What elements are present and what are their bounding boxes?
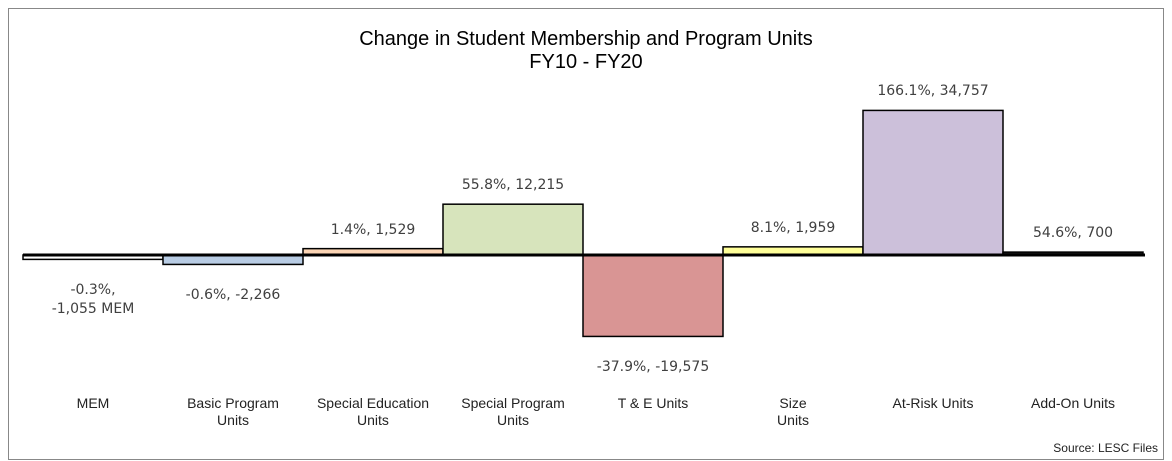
chart-frame <box>8 8 1164 460</box>
chart-subtitle: FY10 - FY20 <box>529 51 643 73</box>
x-tick-label: Add-On Units <box>1030 395 1116 411</box>
chart-title: Change in Student Membership and Program… <box>359 28 813 50</box>
x-tick-label: Special Education Units <box>316 395 430 428</box>
data-label: 8.1%, 1,959 <box>750 219 836 236</box>
data-label: 1.4%, 1,529 <box>330 221 416 238</box>
data-label: -0.6%, -2,266 <box>185 287 281 304</box>
data-label: 55.8%, 12,215 <box>461 177 565 194</box>
data-label: -0.3%, -1,055 MEM <box>51 282 135 318</box>
bar <box>582 254 724 338</box>
x-tick-label: MEM <box>76 395 110 411</box>
x-tick-label: At-Risk Units <box>892 395 974 411</box>
source-note: Source: LESC Files <box>1053 441 1158 455</box>
bar <box>442 203 584 256</box>
data-label: -37.9%, -19,575 <box>596 359 710 376</box>
x-tick-label: Basic Program Units <box>187 395 279 428</box>
x-tick-label: Special Program Units <box>461 395 565 428</box>
data-label: 54.6%, 700 <box>1032 225 1114 242</box>
data-label: 166.1%, 34,757 <box>877 83 989 100</box>
x-tick-label: Size Units <box>777 395 809 428</box>
bar <box>862 109 1004 256</box>
x-tick-label: T & E Units <box>617 395 689 411</box>
